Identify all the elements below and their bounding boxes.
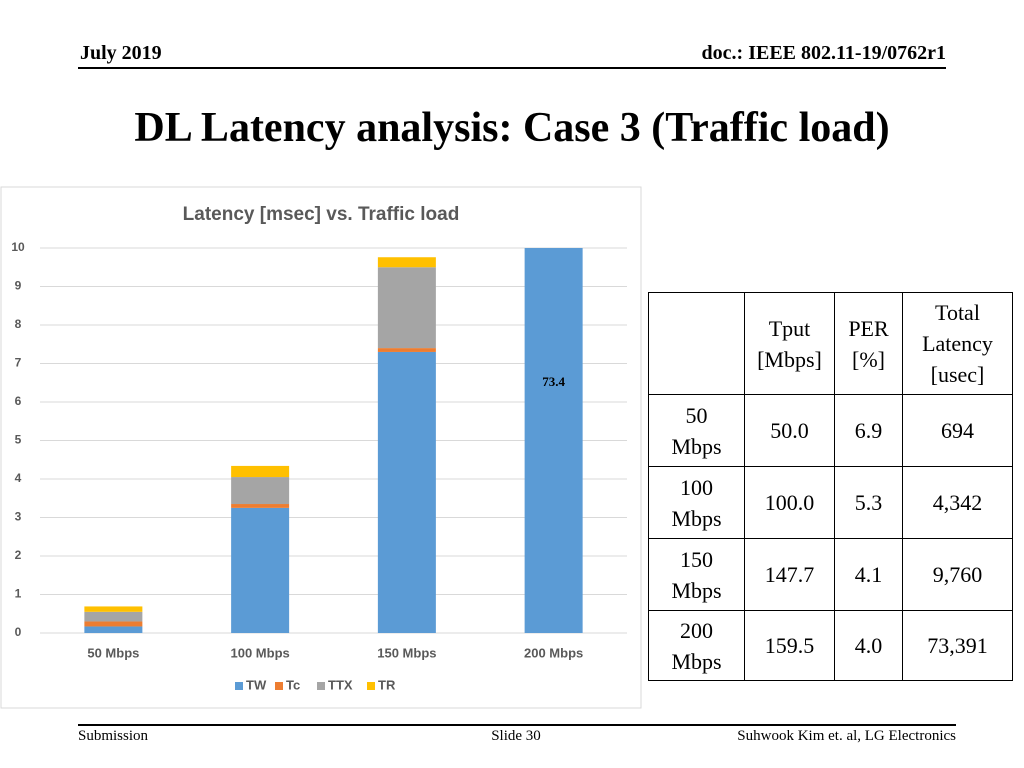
- bar-segment: [84, 606, 143, 612]
- table-cell: 4.0: [834, 610, 903, 681]
- header-text: Total Latency [usec]: [922, 300, 993, 387]
- header-date: July 2019: [80, 42, 162, 64]
- cell-text: 5.3: [854, 490, 883, 515]
- row-label: 150 Mbps: [671, 546, 722, 603]
- row-label: 200 Mbps: [671, 617, 722, 674]
- cell-text: 9,760: [932, 562, 983, 587]
- corner-cell: [648, 292, 745, 395]
- bar-segment: [377, 348, 436, 352]
- table-row: 50 Mbps 50.0 6.9 694: [648, 394, 1013, 467]
- cell-text: 4.1: [854, 562, 883, 587]
- y-tick-label: 2: [15, 548, 22, 562]
- legend-swatch: [275, 682, 283, 690]
- footer-right: Suhwook Kim et. al, LG Electronics: [737, 728, 956, 744]
- legend-swatch: [235, 682, 243, 690]
- y-tick-label: 9: [15, 279, 22, 293]
- bar-segment: [524, 248, 583, 633]
- row-label: 50 Mbps: [671, 402, 722, 459]
- y-tick-label: 10: [11, 240, 25, 254]
- bar-segment: [231, 507, 290, 633]
- y-tick-label: 5: [15, 433, 22, 447]
- chart: Latency [msec] vs. Traffic load 0 1 2 3 4 5 6 7…: [0, 186, 642, 709]
- table-cell: 147.7: [744, 538, 835, 611]
- bar-segment: [84, 611, 143, 622]
- bar-segment: [377, 257, 436, 268]
- table-row: 150 Mbps 147.7 4.1 9,760: [648, 538, 1013, 611]
- header-cell: PER [%]: [834, 292, 903, 395]
- legend-label: TR: [378, 677, 396, 692]
- bar-segment: [84, 626, 143, 633]
- cell-text: 100.0: [764, 490, 815, 515]
- table-cell: 100 Mbps: [648, 466, 745, 539]
- table-row: 200 Mbps 159.5 4.0 73,391: [648, 610, 1013, 681]
- footer-center: Slide 30: [491, 728, 541, 744]
- legend-swatch: [367, 682, 375, 690]
- header-doc: doc.: IEEE 802.11-19/0762r1: [701, 42, 946, 64]
- cell-text: 6.9: [854, 418, 883, 443]
- header-cell: Tput [Mbps]: [744, 292, 835, 395]
- header-text: PER [%]: [848, 315, 889, 372]
- data-label: 73.4: [542, 374, 565, 389]
- cell-text: 147.7: [764, 562, 815, 587]
- table-cell: 9,760: [902, 538, 1013, 611]
- bar-segment: [377, 267, 436, 349]
- y-tick-label: 7: [15, 356, 22, 370]
- slide-title: DL Latency analysis: Case 3 (Traffic loa…: [134, 105, 890, 151]
- table-cell: 6.9: [834, 394, 903, 467]
- x-tick-label: 50 Mbps: [87, 645, 139, 660]
- table-cell: 73,391: [902, 610, 1013, 681]
- bar-segment: [231, 477, 290, 505]
- bar-segment: [231, 504, 290, 508]
- table-cell: 159.5: [744, 610, 835, 681]
- table-cell: 50 Mbps: [648, 394, 745, 467]
- footer-left: Submission: [78, 728, 149, 744]
- cell-text: 4.0: [854, 633, 883, 658]
- cell-text: 50.0: [770, 418, 809, 443]
- table-cell: 200 Mbps: [648, 610, 745, 681]
- row-label: 100 Mbps: [671, 474, 722, 531]
- header-rule: [78, 67, 946, 69]
- bar-segment: [377, 351, 436, 633]
- table-row: 100 Mbps 100.0 5.3 4,342: [648, 466, 1013, 539]
- y-tick-label: 6: [15, 394, 22, 408]
- legend-label: TTX: [328, 677, 353, 692]
- cell-text: 159.5: [764, 633, 815, 658]
- table-cell: 150 Mbps: [648, 538, 745, 611]
- x-tick-label: 200 Mbps: [524, 645, 583, 660]
- bar-segment: [84, 621, 143, 627]
- table-cell: 50.0: [744, 394, 835, 467]
- table-cell: 4.1: [834, 538, 903, 611]
- chart-title: Latency [msec] vs. Traffic load: [183, 204, 460, 225]
- legend-label: TW: [246, 677, 267, 692]
- y-tick-label: 3: [15, 510, 22, 524]
- cell-text: 4,342: [932, 490, 983, 515]
- data-table: Tput [Mbps] PER [%] Total Latency [usec]…: [648, 292, 1013, 681]
- table-cell: 5.3: [834, 466, 903, 539]
- y-tick-label: 1: [15, 587, 22, 601]
- table-cell: 4,342: [902, 466, 1013, 539]
- y-tick-label: 4: [15, 471, 22, 485]
- legend-label: Tc: [286, 677, 300, 692]
- header-text: Tput [Mbps]: [757, 315, 822, 372]
- bar-segment: [231, 465, 290, 478]
- legend-swatch: [317, 682, 325, 690]
- x-tick-label: 150 Mbps: [377, 645, 436, 660]
- table-cell: 694: [902, 394, 1013, 467]
- header-cell: Total Latency [usec]: [902, 292, 1013, 395]
- footer-rule: [78, 724, 956, 726]
- y-tick-label: 8: [15, 317, 22, 331]
- y-tick-label: 0: [15, 625, 22, 639]
- x-tick-label: 100 Mbps: [231, 645, 290, 660]
- cell-text: 73,391: [927, 633, 988, 658]
- cell-text: 694: [941, 418, 974, 443]
- table-cell: 100.0: [744, 466, 835, 539]
